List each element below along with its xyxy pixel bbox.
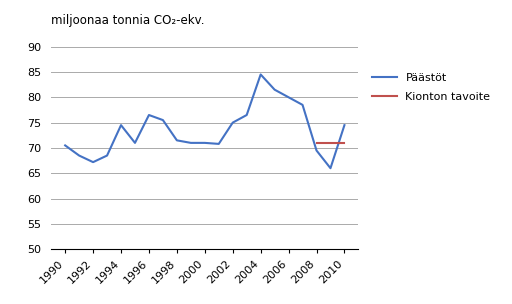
Päästöt xyxy=(62,143,68,147)
Päästöt xyxy=(104,154,110,157)
Päästöt xyxy=(146,113,152,117)
Päästöt xyxy=(160,118,166,122)
Kionton tavoite xyxy=(313,141,319,145)
Päästöt xyxy=(342,123,348,127)
Päästöt xyxy=(216,142,222,146)
Päästöt xyxy=(76,154,82,157)
Päästöt xyxy=(300,103,306,107)
Päästöt xyxy=(286,95,292,99)
Päästöt xyxy=(327,166,333,170)
Päästöt xyxy=(258,73,264,76)
Päästöt xyxy=(271,88,278,92)
Päästöt xyxy=(230,121,236,124)
Legend: Päästöt, Kionton tavoite: Päästöt, Kionton tavoite xyxy=(368,68,495,106)
Päästöt xyxy=(174,139,180,142)
Päästöt xyxy=(90,160,96,164)
Päästöt xyxy=(313,149,319,152)
Line: Päästöt: Päästöt xyxy=(65,74,345,168)
Text: miljoonaa tonnia CO₂-ekv.: miljoonaa tonnia CO₂-ekv. xyxy=(51,14,205,27)
Päästöt xyxy=(244,113,250,117)
Päästöt xyxy=(188,141,194,145)
Päästöt xyxy=(202,141,208,145)
Kionton tavoite xyxy=(342,141,348,145)
Päästöt xyxy=(118,123,124,127)
Päästöt xyxy=(132,141,138,145)
